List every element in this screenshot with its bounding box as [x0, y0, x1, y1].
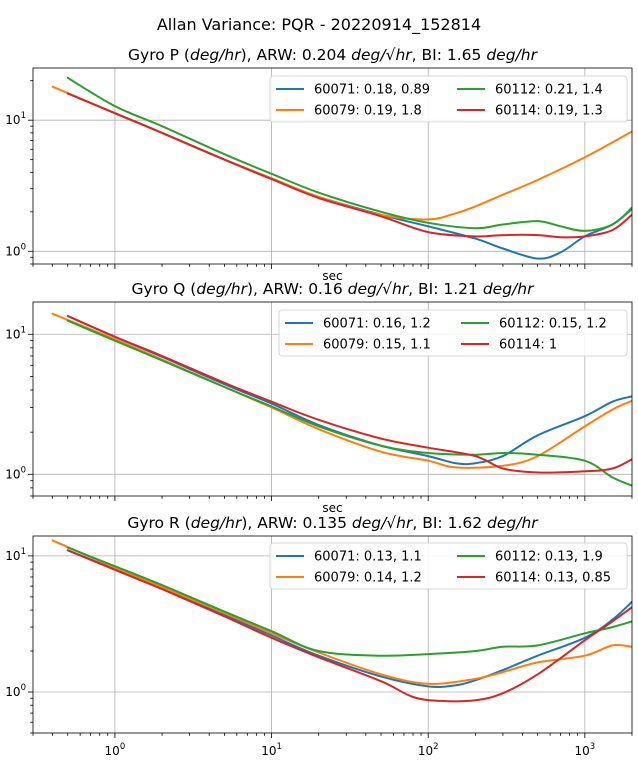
series-line-60114 — [66, 315, 632, 474]
series-line-60114 — [66, 92, 632, 239]
y-tick-label: 101 — [5, 325, 26, 341]
y-tick-label: 100 — [5, 242, 26, 258]
chart-panel: Gyro R (deg/hr), ARW: 0.135 deg/√hr, BI:… — [5, 514, 633, 758]
series-group — [51, 539, 632, 703]
chart-title-part: , BI: 1.65 — [412, 46, 487, 64]
y-tick-label: 101 — [5, 547, 26, 563]
axes-frame — [32, 67, 633, 265]
x-tick-label: 103 — [574, 742, 595, 758]
chart-title-part: ), ARW: 0.204 — [241, 46, 352, 64]
chart-title-part: , BI: 1.62 — [412, 514, 487, 532]
chart-title-part: deg/√hr — [352, 514, 414, 532]
legend-label-60114: 60114: 1 — [499, 338, 557, 353]
legend: 60071: 0.16, 1.2 60079: 0.15, 1.1 60112: 0… — [278, 309, 628, 357]
legend-frame — [269, 75, 628, 123]
legend-label-60071: 60071: 0.13, 1.1 — [314, 550, 422, 565]
chart-panels: Gyro P (deg/hr), ARW: 0.204 deg/√hr, BI:… — [5, 46, 633, 758]
legend-label-60114: 60114: 0.13, 0.85 — [495, 571, 611, 586]
chart-title-part: deg/hr — [487, 514, 539, 532]
axes-frame — [32, 535, 633, 734]
legend-label-60071: 60071: 0.18, 0.89 — [314, 83, 430, 98]
legend: 60071: 0.18, 0.89 60079: 0.19, 1.8 60112: … — [269, 75, 628, 123]
chart-title-part: deg/hr — [190, 46, 242, 64]
series-line-60114 — [66, 549, 632, 703]
chart-title-part: deg/hr — [486, 46, 538, 64]
chart-title-part: Gyro Q ( — [132, 280, 197, 298]
series-group — [51, 312, 632, 487]
legend-label-60079: 60079: 0.14, 1.2 — [314, 571, 422, 586]
axes-frame — [32, 301, 633, 497]
legend-frame — [269, 542, 628, 590]
series-line-60112 — [66, 76, 632, 232]
chart-title-part: , BI: 1.21 — [408, 280, 483, 298]
series-line-60071 — [66, 549, 632, 689]
y-tick-label: 100 — [5, 683, 26, 699]
legend-label-60071: 60071: 0.16, 1.2 — [323, 317, 431, 332]
legend: 60071: 0.13, 1.1 60079: 0.14, 1.2 60112: 0… — [269, 542, 628, 590]
series-line-60112 — [66, 546, 632, 657]
chart-title-part: deg/hr — [191, 514, 243, 532]
chart-title-part: Gyro R ( — [127, 514, 190, 532]
legend-label-60079: 60079: 0.15, 1.1 — [323, 338, 431, 353]
chart-title-part: ), ARW: 0.135 — [241, 514, 352, 532]
chart-title: Gyro P (deg/hr), ARW: 0.204 deg/√hr, BI:… — [128, 46, 539, 64]
chart-title-part: Gyro P ( — [128, 46, 190, 64]
chart-panel: Gyro P (deg/hr), ARW: 0.204 deg/√hr, BI:… — [5, 46, 633, 283]
chart-title-part: deg/hr — [196, 280, 248, 298]
chart-title-part: ), ARW: 0.16 — [247, 280, 348, 298]
legend-label-60112: 60112: 0.15, 1.2 — [499, 317, 607, 332]
chart-title: Gyro Q (deg/hr), ARW: 0.16 deg/√hr, BI: … — [132, 280, 536, 298]
x-tick-label: 101 — [261, 742, 282, 758]
chart-title-part: deg/hr — [483, 280, 535, 298]
legend-label-60112: 60112: 0.13, 1.9 — [495, 550, 603, 565]
chart-title: Gyro R (deg/hr), ARW: 0.135 deg/√hr, BI:… — [127, 514, 539, 532]
x-axis-label: sec — [322, 501, 342, 515]
y-tick-label: 100 — [5, 465, 26, 481]
legend-frame — [278, 309, 628, 357]
x-axis-label: sec — [322, 269, 342, 283]
series-line-60079 — [51, 539, 632, 685]
legend-label-60079: 60079: 0.19, 1.8 — [314, 104, 422, 119]
chart-title-part: deg/√hr — [348, 280, 410, 298]
series-line-60112 — [66, 319, 632, 487]
chart-title-part: deg/√hr — [351, 46, 413, 64]
x-tick-label: 100 — [105, 742, 126, 758]
series-group — [51, 76, 632, 260]
legend-label-60114: 60114: 0.19, 1.3 — [495, 104, 603, 119]
figure-suptitle: Allan Variance: PQR - 20220914_152814 — [157, 15, 481, 35]
chart-panel: Gyro Q (deg/hr), ARW: 0.16 deg/√hr, BI: … — [5, 280, 633, 515]
legend-label-60112: 60112: 0.21, 1.4 — [495, 83, 603, 98]
x-tick-label: 102 — [418, 742, 439, 758]
y-tick-label: 101 — [5, 111, 26, 127]
